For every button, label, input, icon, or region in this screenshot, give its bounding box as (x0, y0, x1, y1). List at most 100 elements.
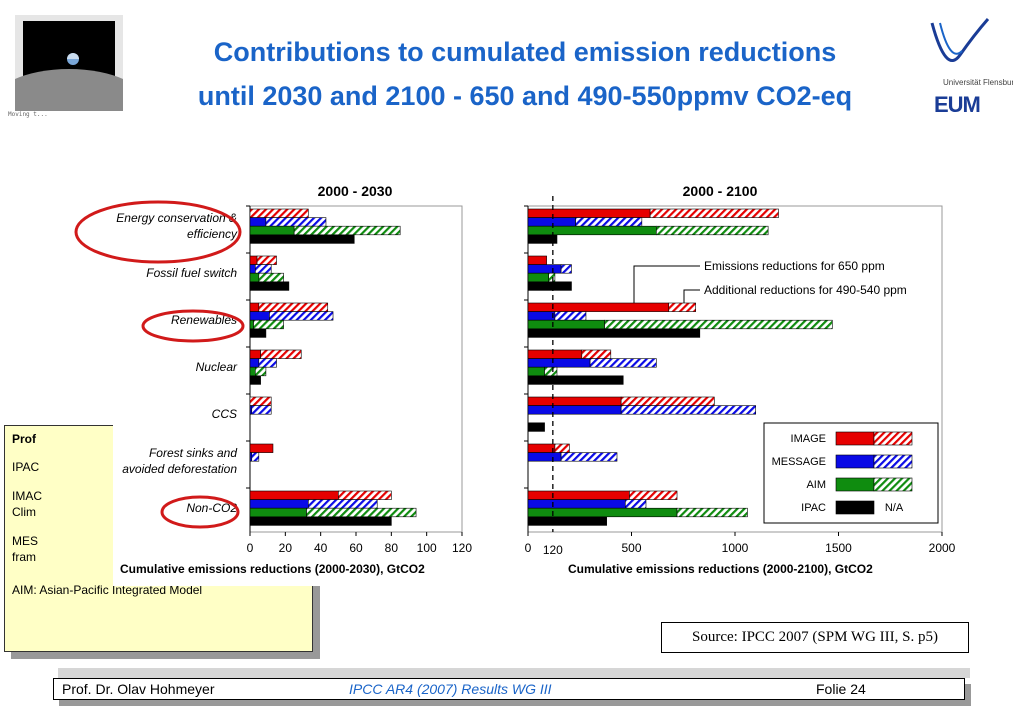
bar-ipac-650-energy-conservation-efficiency (527, 234, 558, 244)
x-tick-label: 2000 (929, 541, 956, 555)
bar-ipac-650-renewables (527, 328, 701, 338)
x-tick-label: 100 (417, 541, 437, 555)
x-tick-label: 1000 (722, 541, 749, 555)
abbr-line-1: IPAC (12, 460, 40, 474)
bar-message-650-renewables (527, 311, 556, 321)
bar-ipac-650-fossil-fuel-switch (249, 281, 290, 291)
legend-swatch-message-650 (835, 454, 875, 469)
slide-title-line2: until 2030 and 2100 - 650 and 490-550ppm… (197, 81, 853, 111)
legend-swatch-aim-490 (873, 477, 913, 492)
x-tick-label: 60 (349, 541, 363, 555)
bar-message-650-forest-sinks-and-avoided-deforestation (527, 452, 562, 462)
highlight-circles (74, 200, 245, 529)
bar-image-490-renewables (668, 302, 696, 312)
bar-image-490-ccs (620, 396, 715, 406)
legend-label-message: MESSAGE (772, 456, 826, 468)
legend-label-ipac: IPAC (801, 502, 826, 514)
bar-image-650-forest-sinks-and-avoided-deforestation (527, 443, 556, 453)
callout-650-leader (633, 265, 700, 303)
category-label-forest-sinks-and-avoided-deforestation: avoided deforestation (122, 462, 237, 476)
bar-aim-490-non-co2 (676, 507, 748, 518)
bar-image-650-nuclear (249, 349, 261, 359)
bar-image-650-forest-sinks-and-avoided-deforestation (249, 443, 274, 453)
bar-aim-490-nuclear (255, 366, 267, 377)
bar-message-490-forest-sinks-and-avoided-deforestation (251, 452, 260, 462)
footer-center: IPCC AR4 (2007) Results WG III (349, 681, 552, 697)
x-tick-label: 1500 (825, 541, 852, 555)
bar-ipac-650-nuclear (249, 375, 261, 385)
bar-message-650-nuclear (527, 358, 591, 368)
source-citation: Source: IPCC 2007 (SPM WG III, S. p5) (661, 622, 969, 653)
bar-message-650-nuclear (249, 358, 260, 368)
bar-image-490-energy-conservation-efficiency (249, 208, 309, 218)
bar-aim-650-non-co2 (527, 507, 678, 518)
bar-image-490-nuclear (581, 349, 612, 359)
bar-ipac-650-renewables (249, 328, 267, 338)
slide-footer: Prof. Dr. Olav Hohmeyer IPCC AR4 (2007) … (53, 678, 965, 700)
bar-aim-650-energy-conservation-efficiency (527, 225, 657, 236)
chart-legend: IMAGE MESSAGE AIM IPAC N/A (763, 422, 939, 524)
bar-image-650-renewables (249, 302, 260, 312)
x-axis-label: Cumulative emissions reductions (2000-21… (568, 562, 873, 576)
legend-label-aim: AIM (806, 479, 826, 491)
bar-message-490-energy-conservation-efficiency (575, 217, 643, 227)
bar-image-650-renewables (527, 302, 670, 312)
x-tick-label: 0 (525, 541, 532, 555)
bar-image-650-fossil-fuel-switch (527, 255, 547, 265)
panel-title: 2000 - 2100 (683, 183, 758, 199)
bar-image-490-forest-sinks-and-avoided-deforestation (554, 443, 570, 453)
category-label-forest-sinks-and-avoided-deforestation: Forest sinks and (149, 446, 237, 460)
callout-650-label: Emissions reductions for 650 ppm (704, 259, 885, 273)
legend-label-image: IMAGE (791, 433, 826, 445)
category-label-fossil-fuel-switch: Fossil fuel switch (146, 266, 237, 280)
legend-swatch-image-490 (873, 431, 913, 446)
bar-ipac-650-non-co2 (527, 516, 607, 526)
x-tick-label: 40 (314, 541, 328, 555)
abbr-line-5: fram (12, 550, 36, 564)
abbr-line-6: AIM: Asian-Pacific Integrated Model (12, 583, 203, 597)
panel-2000-2030: 2000 - 2030 Energy conservation & efficien… (116, 183, 472, 576)
legend-swatch-aim-650 (835, 477, 875, 492)
bar-message-650-energy-conservation-efficiency (249, 217, 267, 227)
bar-image-490-non-co2 (629, 490, 678, 500)
bar-image-650-non-co2 (249, 490, 339, 500)
category-label-nuclear: Nuclear (196, 360, 238, 374)
slide-title-line1: Contributions to cumulated emission redu… (213, 37, 837, 67)
bar-message-490-ccs (620, 405, 757, 415)
earth-caption: Moving t... (8, 111, 48, 118)
footer-page: Folie 24 (816, 681, 866, 697)
bar-aim-490-renewables (253, 319, 284, 330)
bar-aim-490-renewables (604, 319, 833, 330)
circle-energy-conservation (74, 200, 242, 264)
circle-renewables (141, 309, 245, 343)
university-name: Universität Flensburg (943, 78, 1013, 87)
bar-image-650-ccs (527, 396, 622, 406)
bar-message-490-fossil-fuel-switch (560, 264, 572, 274)
panel-2000-2100: 2000 - 2100 120 0 500 1000 1500 2000 Cumulative… (524, 183, 956, 576)
bar-message-650-fossil-fuel-switch (249, 264, 256, 274)
bar-image-490-fossil-fuel-switch (256, 255, 277, 265)
bar-ipac-650-nuclear (527, 375, 624, 385)
legend-swatch-ipac-650 (835, 500, 875, 515)
bar-aim-490-energy-conservation-efficiency (293, 225, 401, 236)
bar-image-490-nuclear (260, 349, 302, 359)
x-tick-label: 80 (385, 541, 399, 555)
bar-aim-490-fossil-fuel-switch (548, 272, 556, 283)
x-axis-label: Cumulative emissions reductions (2000-20… (120, 562, 425, 576)
bar-message-490-forest-sinks-and-avoided-deforestation (560, 452, 618, 462)
bar-message-490-renewables (554, 311, 587, 321)
bar-image-650-non-co2 (527, 490, 630, 500)
footer-shadow-band (58, 668, 970, 678)
bar-aim-650-energy-conservation-efficiency (249, 225, 295, 236)
bar-ipac-650-energy-conservation-efficiency (249, 234, 355, 244)
bar-message-650-ccs (527, 405, 622, 415)
bar-aim-650-renewables (249, 319, 254, 330)
legend-note-ipac: N/A (885, 502, 904, 514)
bar-aim-650-non-co2 (249, 507, 307, 518)
category-label-ccs: CCS (212, 407, 237, 421)
x-tick-label: 500 (621, 541, 641, 555)
legend-swatch-message-490 (873, 454, 913, 469)
bar-image-490-renewables (258, 302, 329, 312)
bar-image-650-fossil-fuel-switch (249, 255, 258, 265)
university-logo (930, 15, 1000, 79)
